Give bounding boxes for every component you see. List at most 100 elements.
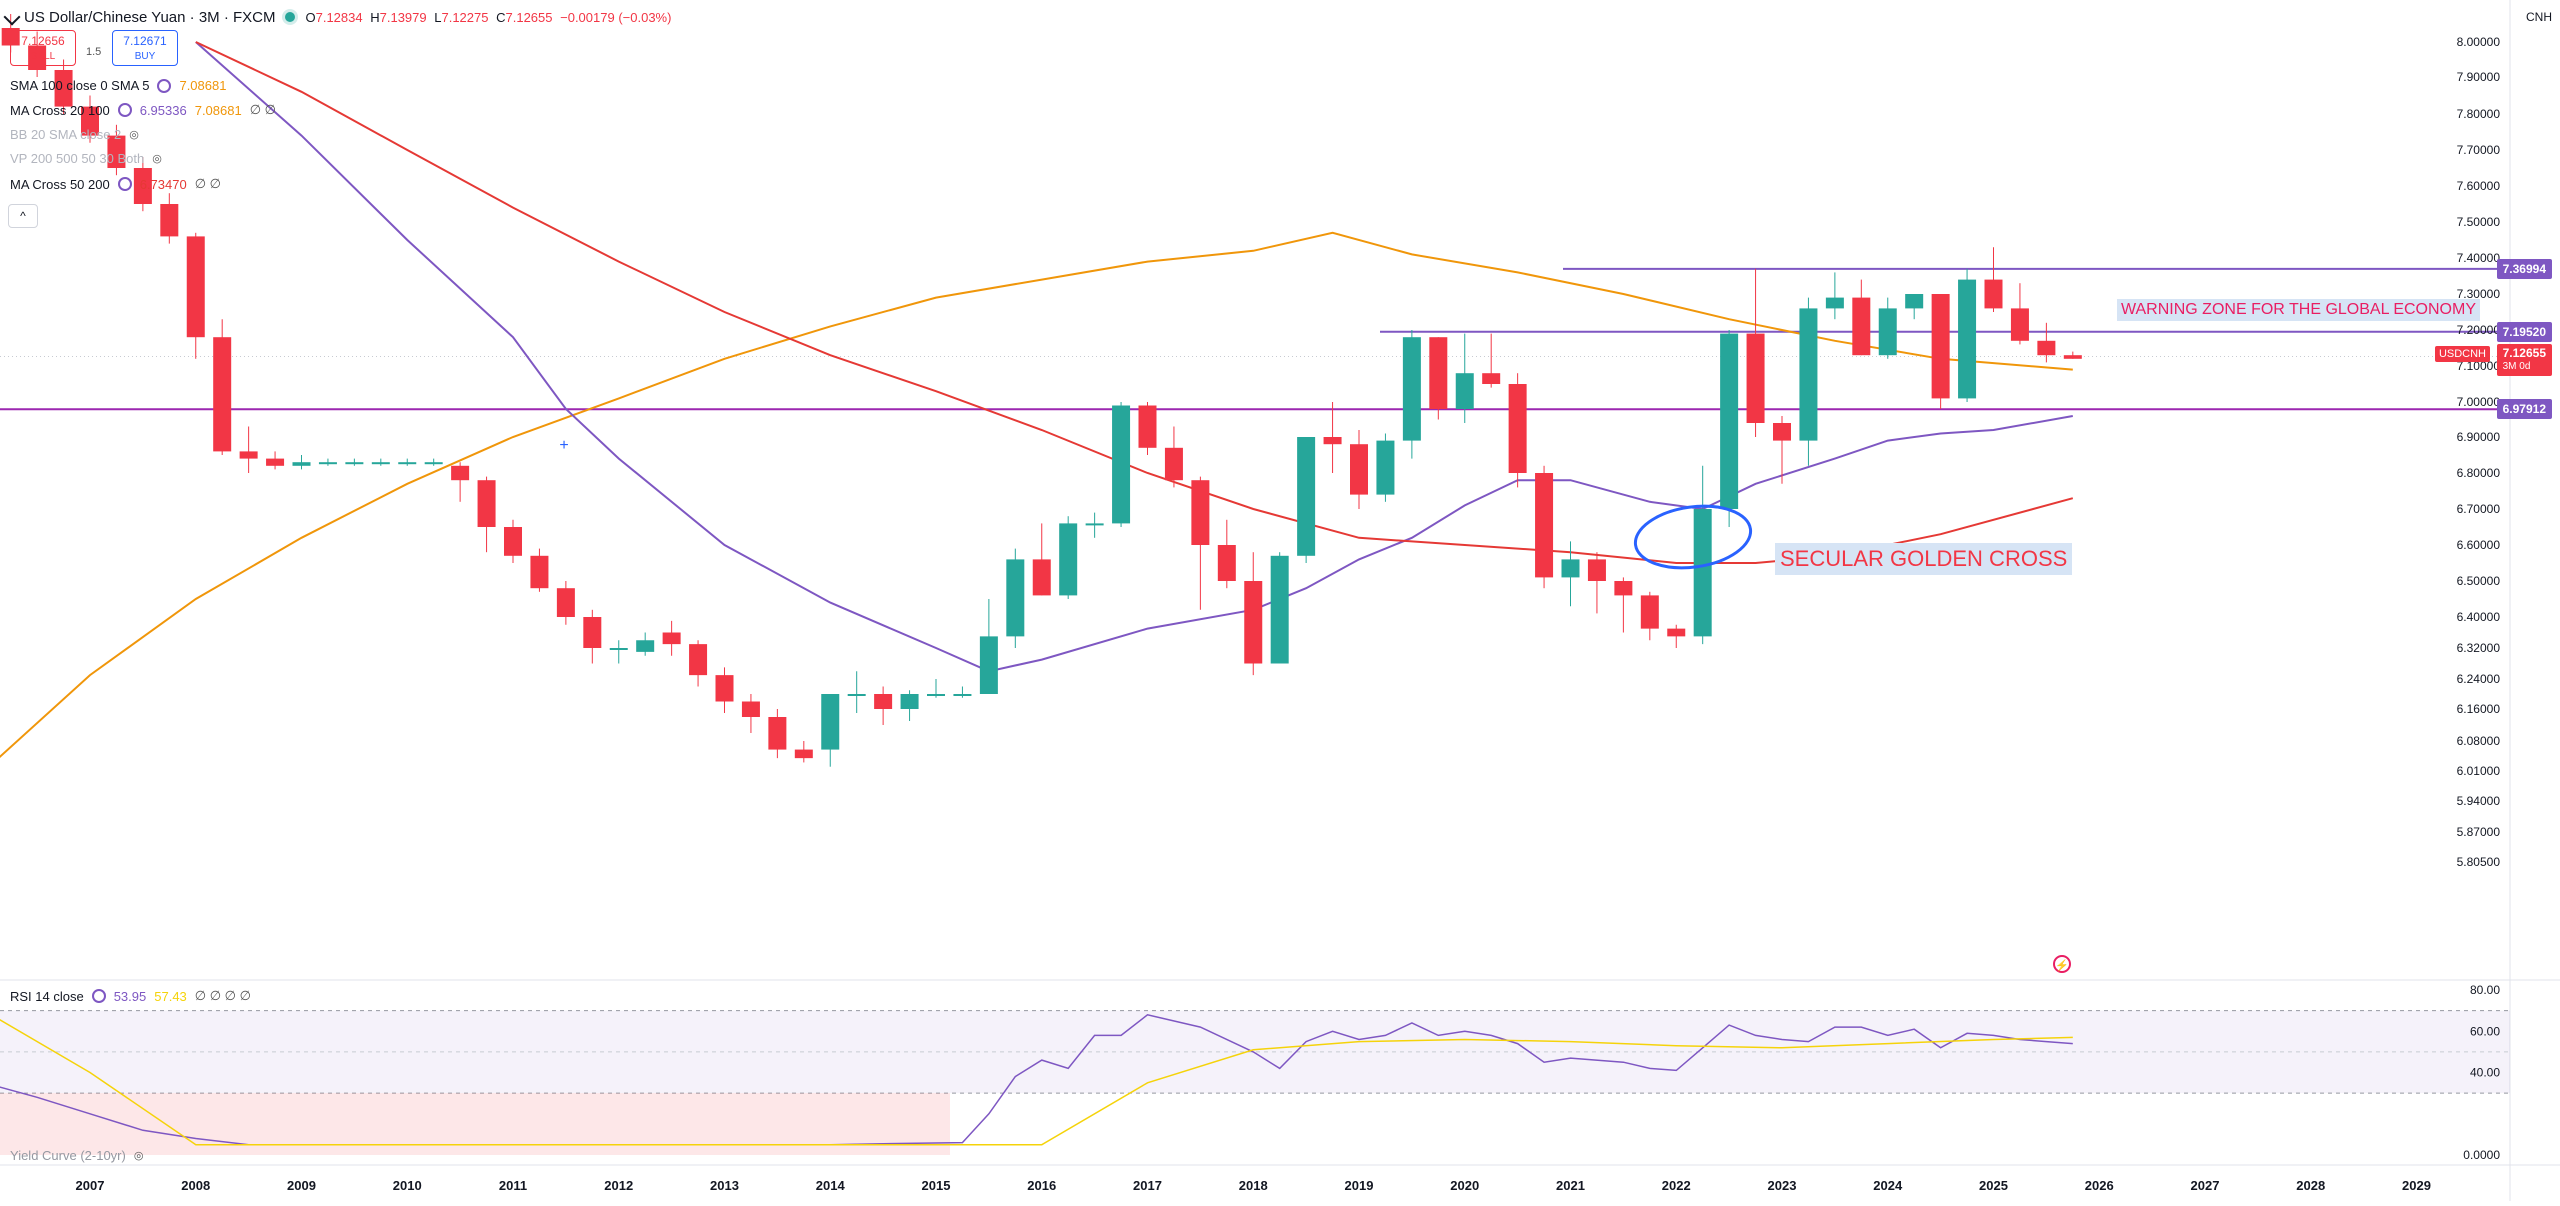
time-axis-label: 2016 [1027,1178,1056,1193]
candle-body [874,694,893,709]
price-axis-label: 6.60000 [2457,538,2501,552]
price-axis-label: 6.08000 [2457,734,2501,748]
sell-label: SELL [30,51,56,62]
level-price-tag: 7.19520 [2496,321,2552,342]
rsi-signal-value: 57.43 [154,988,187,1004]
candle-body [1402,337,1421,441]
alert-icon[interactable]: ⚡ [2053,955,2071,973]
indicator-legend-row[interactable]: MA Cross 20 100 6.95336 7.08681 ∅ ∅ [10,102,276,118]
time-axis-label: 2017 [1133,1178,1162,1193]
low-value: 7.12275 [441,9,489,25]
sell-button[interactable]: 7.12656 SELL [10,30,76,66]
buy-button[interactable]: 7.12671 BUY [112,30,178,66]
candle-body [477,480,496,527]
candle-body [398,462,417,465]
candle-body [715,675,734,702]
time-axis-label: 2026 [2085,1178,2114,1193]
candle-body [927,694,945,696]
price-axis-label: 8.00000 [2457,35,2501,49]
ohlc-values: O7.12834 H7.13979 L7.12275 C7.12655 −0.0… [305,10,671,25]
price-axis-label: 7.90000 [2457,70,2501,84]
current-price-value: 7.12655 [2502,346,2546,361]
indicator-legend-row[interactable]: BB 20 SMA close 2 ◎ [10,127,139,142]
time-axis-label: 2013 [710,1178,739,1193]
price-axis-label: 6.24000 [2457,672,2501,686]
symbol-tag: USDCNH [2434,346,2490,363]
rsi-value: 53.95 [113,988,147,1004]
rsi-axis-label: 40.00 [2470,1066,2500,1080]
warning-zone-annotation[interactable]: WARNING ZONE FOR THE GLOBAL ECONOMY [2117,299,2480,321]
settings-icon[interactable] [117,177,132,191]
eye-icon[interactable]: ◎ [133,1150,144,1162]
indicator-name[interactable]: VP 200 500 50 30 Both [10,151,145,166]
collapse-icon[interactable] [3,8,21,26]
candle-body [741,701,760,717]
rsi-suffix: ∅ ∅ ∅ ∅ [194,988,251,1003]
ma-line [195,41,2074,564]
time-axis-label: 2012 [604,1178,633,1193]
collapse-legend-button[interactable]: ^ [8,204,38,228]
rsi-oversold-fill [0,1093,950,1155]
current-price-tag: 7.12655 3M 0d [2496,344,2552,377]
candle-body [1958,279,1977,399]
candle-body [292,462,311,466]
time-axis-label: 2010 [393,1178,422,1193]
ma-line [195,41,2073,673]
candle-body [1032,559,1051,596]
indicator-legend-row[interactable]: SMA 100 close 0 SMA 5 7.08681 [10,78,226,93]
candle-body [1244,581,1263,664]
candle-body [81,106,99,136]
golden-cross-annotation[interactable]: SECULAR GOLDEN CROSS [1775,543,2073,575]
candle-body [1905,294,1924,309]
rsi-axis-label: 80.00 [2470,983,2500,997]
settings-icon[interactable] [157,78,172,93]
eye-icon[interactable]: ◎ [129,129,139,141]
candle-body [1164,447,1183,481]
time-axis-label: 2018 [1239,1178,1268,1193]
candle-body [1006,559,1025,637]
candle-body [160,204,179,237]
indicator-name[interactable]: MA Cross 50 200 [10,176,110,192]
candle-body [1561,559,1580,578]
indicator-legend-row[interactable]: MA Cross 50 200 6.73470 ∅ ∅ [10,176,221,192]
rsi-name[interactable]: RSI 14 close [10,988,84,1004]
indicator-legend-row[interactable]: VP 200 500 50 30 Both ◎ [10,151,162,166]
settings-icon[interactable] [117,103,132,117]
indicator-name[interactable]: BB 20 SMA close 2 [10,127,122,142]
indicator-value: 7.08681 [194,102,242,118]
rsi-axis-label: 60.00 [2470,1024,2500,1038]
price-axis-label: 7.50000 [2457,215,2501,229]
symbol-title[interactable]: US Dollar/Chinese Yuan · 3M · FXCM [24,8,276,26]
bar-countdown: 3M 0d [2502,361,2531,373]
candle-body [900,694,919,709]
candle-body [1799,308,1818,441]
candle-body [2010,308,2029,341]
indicator-name[interactable]: SMA 100 close 0 SMA 5 [10,78,150,93]
buy-label: BUY [134,51,156,62]
candle-body [1297,437,1316,556]
candle-body [794,749,813,759]
close-value: 7.12655 [505,9,553,25]
time-axis-label: 2011 [499,1178,527,1193]
candle-body [107,135,126,168]
candle-body [1984,279,2003,309]
candle-body [1931,294,1950,399]
candle-body [1773,423,1791,441]
candle-body [1640,595,1659,629]
yield-curve-name[interactable]: Yield Curve (2-10yr) [10,1148,126,1163]
settings-icon[interactable] [91,989,106,1003]
candle-body [1112,405,1131,524]
price-axis-label: 7.70000 [2457,143,2501,157]
candle-body [1720,333,1739,509]
open-label: O [305,9,316,25]
indicator-value: 6.73470 [139,176,187,192]
candle-body [1059,523,1078,596]
price-axis-label: 6.50000 [2457,574,2501,588]
eye-icon[interactable]: ◎ [152,153,162,165]
indicator-value: 7.08681 [179,78,227,93]
indicator-name[interactable]: MA Cross 20 100 [10,102,110,118]
candle-body [213,337,232,452]
price-axis-label: 6.90000 [2457,430,2501,444]
